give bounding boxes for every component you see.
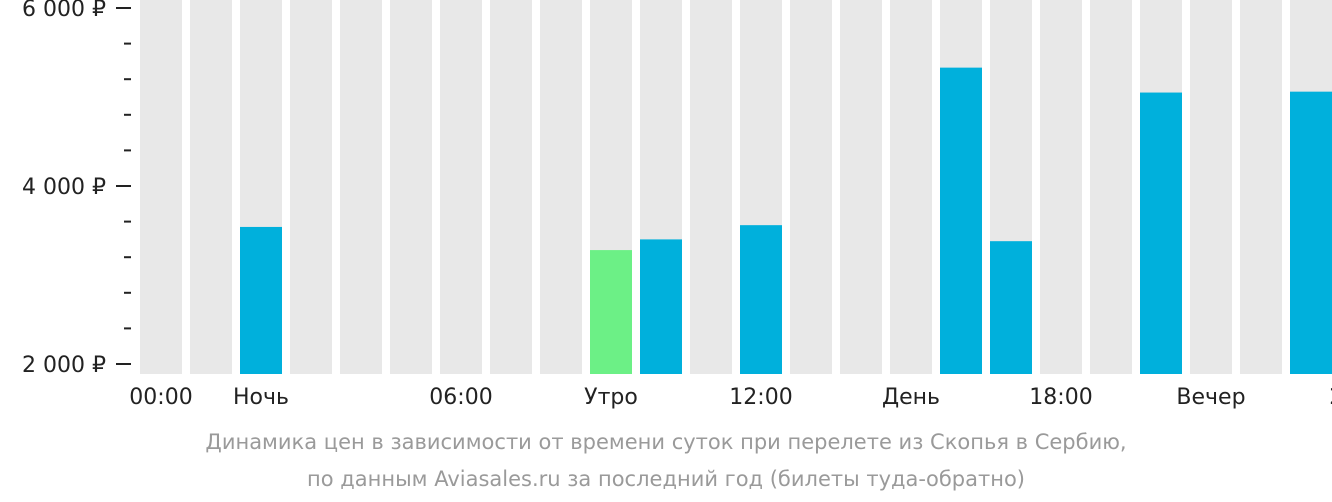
x-tick-label: 00:00 bbox=[129, 385, 192, 410]
background-bar-0 bbox=[140, 0, 182, 374]
chart-caption-line-1: Динамика цен в зависимости от времени су… bbox=[205, 430, 1127, 454]
price-bar-12[interactable] bbox=[740, 225, 782, 374]
background-bar-18 bbox=[1040, 0, 1082, 374]
background-bar-11 bbox=[690, 0, 732, 374]
x-tick-label: Утро bbox=[584, 385, 638, 410]
y-tick-label: 6 000 ₽ bbox=[22, 0, 106, 22]
background-bar-22 bbox=[1240, 0, 1282, 374]
price-bar-10[interactable] bbox=[640, 239, 682, 374]
chart-caption-line-2: по данным Aviasales.ru за последний год … bbox=[307, 467, 1025, 491]
background-bar-14 bbox=[840, 0, 882, 374]
price-bar-9[interactable] bbox=[590, 250, 632, 374]
x-tick-label: 24:00 bbox=[1329, 385, 1332, 410]
price-by-time-chart: 2 000 ₽ 4 000 ₽ 6 000 ₽ 00:00 Ночь 06:00 Утро… bbox=[22, 0, 1332, 410]
x-tick-label: Ночь bbox=[233, 385, 289, 410]
x-tick-label: День bbox=[882, 385, 940, 410]
price-bar-16[interactable] bbox=[940, 67, 982, 374]
background-bar-3 bbox=[290, 0, 332, 374]
x-tick-label: Вечер bbox=[1176, 385, 1245, 410]
y-tick-label: 4 000 ₽ bbox=[22, 175, 106, 200]
x-tick-label: 18:00 bbox=[1029, 385, 1092, 410]
price-bars bbox=[240, 67, 1332, 375]
price-bar-17[interactable] bbox=[990, 241, 1032, 374]
background-bar-5 bbox=[390, 0, 432, 374]
background-bar-1 bbox=[190, 0, 232, 374]
background-bar-21 bbox=[1190, 0, 1232, 374]
background-bar-4 bbox=[340, 0, 382, 374]
background-bar-13 bbox=[790, 0, 832, 374]
background-bar-15 bbox=[890, 0, 932, 374]
price-bar-20[interactable] bbox=[1140, 92, 1182, 375]
price-bar-23[interactable] bbox=[1290, 91, 1332, 374]
background-bar-7 bbox=[490, 0, 532, 374]
y-tick-label: 2 000 ₽ bbox=[22, 353, 106, 378]
background-bar-6 bbox=[440, 0, 482, 374]
background-bar-8 bbox=[540, 0, 582, 374]
x-tick-label: 12:00 bbox=[729, 385, 792, 410]
x-axis: 00:00 Ночь 06:00 Утро 12:00 День 18:00 Вечер 24:… bbox=[129, 385, 1332, 410]
background-bar-19 bbox=[1090, 0, 1132, 374]
price-bar-2[interactable] bbox=[240, 226, 282, 374]
x-tick-label: 06:00 bbox=[429, 385, 492, 410]
y-axis: 2 000 ₽ 4 000 ₽ 6 000 ₽ bbox=[22, 0, 131, 378]
